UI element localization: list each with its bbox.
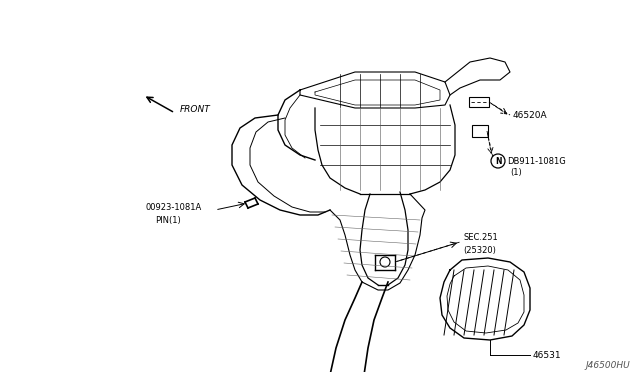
Text: SEC.251: SEC.251	[463, 234, 498, 243]
Text: PIN(1): PIN(1)	[155, 215, 180, 224]
Text: (1): (1)	[510, 167, 522, 176]
Text: J46500HU: J46500HU	[585, 360, 630, 369]
Text: 00923-1081A: 00923-1081A	[145, 203, 201, 212]
Text: DB911-1081G: DB911-1081G	[507, 157, 566, 166]
Text: 46531: 46531	[533, 350, 562, 359]
Text: N: N	[495, 157, 501, 166]
Text: 46520A: 46520A	[513, 110, 548, 119]
Text: (25320): (25320)	[463, 246, 496, 254]
Text: FRONT: FRONT	[180, 106, 211, 115]
